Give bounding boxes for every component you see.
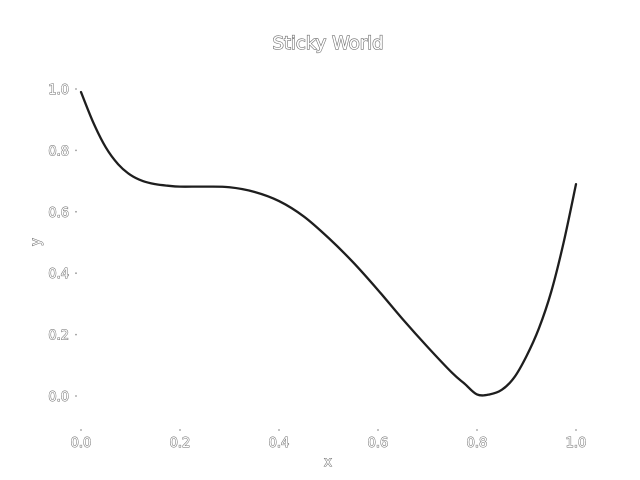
x-axis-ticks: 0.0 0.2 0.4 0.6 0.8 1.0: [70, 429, 587, 452]
y-tick-label: 0.8: [48, 144, 69, 159]
x-tick-mark: [278, 429, 280, 431]
x-axis-label: x: [324, 455, 332, 470]
series-line: [79, 90, 578, 397]
x-tick-mark: [377, 429, 379, 431]
x-tick-label: 1.0: [566, 436, 587, 451]
y-axis-label: y: [29, 238, 44, 246]
chart-title: Sticky World: [272, 33, 383, 54]
x-tick-mark: [179, 429, 181, 431]
y-tick-label: 0.6: [48, 206, 69, 221]
x-tick-mark: [575, 429, 577, 431]
x-tick-label: 0.0: [71, 436, 92, 451]
y-tick-label: 1.0: [48, 83, 69, 98]
y-tick-mark: [75, 272, 77, 275]
y-tick-mark: [75, 395, 77, 397]
y-tick-mark: [75, 210, 77, 213]
y-tick-label: 0.0: [48, 390, 69, 405]
y-axis-ticks: 0.0 0.2 0.4 0.6 0.8 1.0: [48, 83, 77, 406]
y-tick-mark: [75, 333, 77, 336]
x-tick-label: 0.2: [170, 436, 191, 451]
y-tick-mark: [75, 149, 77, 152]
y-tick-label: 0.2: [48, 329, 69, 344]
x-tick-label: 0.4: [269, 436, 290, 451]
y-tick-mark: [75, 88, 77, 90]
series-layer: [79, 90, 578, 397]
x-tick-mark: [476, 429, 478, 431]
y-tick-label: 0.4: [48, 267, 69, 282]
x-tick-label: 0.8: [467, 436, 488, 451]
x-tick-label: 0.6: [368, 436, 389, 451]
x-tick-mark: [80, 429, 82, 431]
